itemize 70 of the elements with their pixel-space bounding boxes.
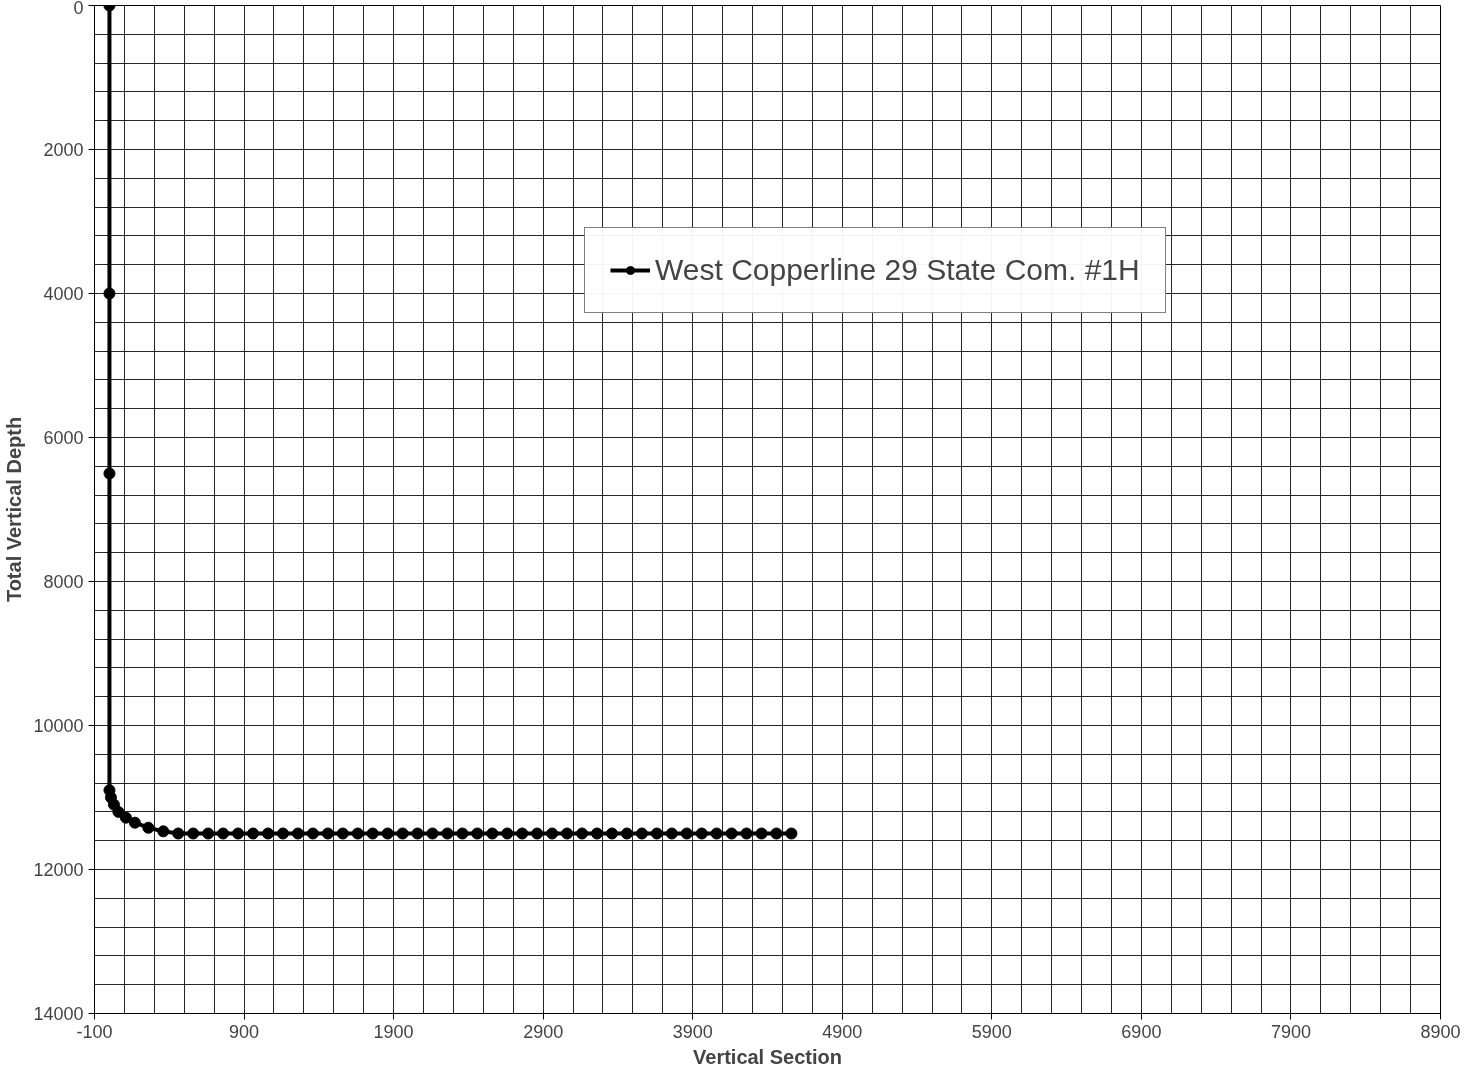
x-tick-label: 1900 xyxy=(373,1021,414,1042)
point xyxy=(680,827,693,840)
x-tick-label: -100 xyxy=(76,1021,113,1042)
x-tick-label: 7900 xyxy=(1270,1021,1311,1042)
point xyxy=(351,827,364,840)
point xyxy=(441,827,454,840)
point xyxy=(187,827,200,840)
point xyxy=(232,827,245,840)
point xyxy=(740,827,753,840)
point xyxy=(591,827,604,840)
x-tick-label: 6900 xyxy=(1121,1021,1162,1042)
y-tick-label: 4000 xyxy=(43,284,84,304)
point xyxy=(576,827,589,840)
legend-label: West Copperline 29 State Com. #1H xyxy=(655,253,1140,287)
point xyxy=(142,821,155,834)
y-tick-label: 2000 xyxy=(43,140,84,160)
point xyxy=(411,827,424,840)
point xyxy=(695,827,708,840)
x-tick-label: 4900 xyxy=(822,1021,863,1042)
point xyxy=(119,811,132,824)
x-tick-label: 8900 xyxy=(1420,1021,1461,1042)
point xyxy=(635,827,648,840)
y-tick-label: 10000 xyxy=(33,716,84,736)
point xyxy=(501,827,514,840)
point xyxy=(381,827,394,840)
x-tick-label: 2900 xyxy=(523,1021,564,1042)
point xyxy=(725,827,738,840)
point xyxy=(202,827,215,840)
point xyxy=(247,827,260,840)
point xyxy=(291,827,304,840)
point xyxy=(650,827,663,840)
point xyxy=(157,825,170,838)
x-tick-label: 3900 xyxy=(672,1021,713,1042)
point xyxy=(261,827,274,840)
y-tick-label: 6000 xyxy=(43,428,84,448)
y-tick-label: 12000 xyxy=(33,860,84,880)
point xyxy=(531,827,544,840)
point xyxy=(785,827,798,840)
y-tick-label: 14000 xyxy=(33,1004,84,1024)
point xyxy=(396,827,409,840)
point xyxy=(321,827,334,840)
point xyxy=(665,827,678,840)
point xyxy=(710,827,723,840)
point xyxy=(172,827,185,840)
point xyxy=(217,827,230,840)
point xyxy=(276,827,289,840)
point xyxy=(620,827,633,840)
point xyxy=(486,827,499,840)
point xyxy=(306,827,319,840)
point xyxy=(112,805,125,818)
x-axis-title: Vertical Section xyxy=(693,1045,842,1068)
point xyxy=(605,827,618,840)
point xyxy=(456,827,469,840)
point xyxy=(516,827,529,840)
point xyxy=(103,467,116,480)
point xyxy=(546,827,559,840)
point xyxy=(471,827,484,840)
point xyxy=(561,827,574,840)
point xyxy=(770,827,783,840)
y-tick-label: 0 xyxy=(73,0,84,18)
point xyxy=(366,827,379,840)
point xyxy=(426,827,439,840)
y-axis-title: Total Vertical Depth xyxy=(3,416,26,603)
point xyxy=(336,827,349,840)
point xyxy=(128,816,141,829)
x-tick-label: 900 xyxy=(229,1021,260,1042)
x-tick-label: 5900 xyxy=(971,1021,1012,1042)
point xyxy=(755,827,768,840)
point xyxy=(103,287,116,300)
y-tick-label: 8000 xyxy=(43,572,84,592)
